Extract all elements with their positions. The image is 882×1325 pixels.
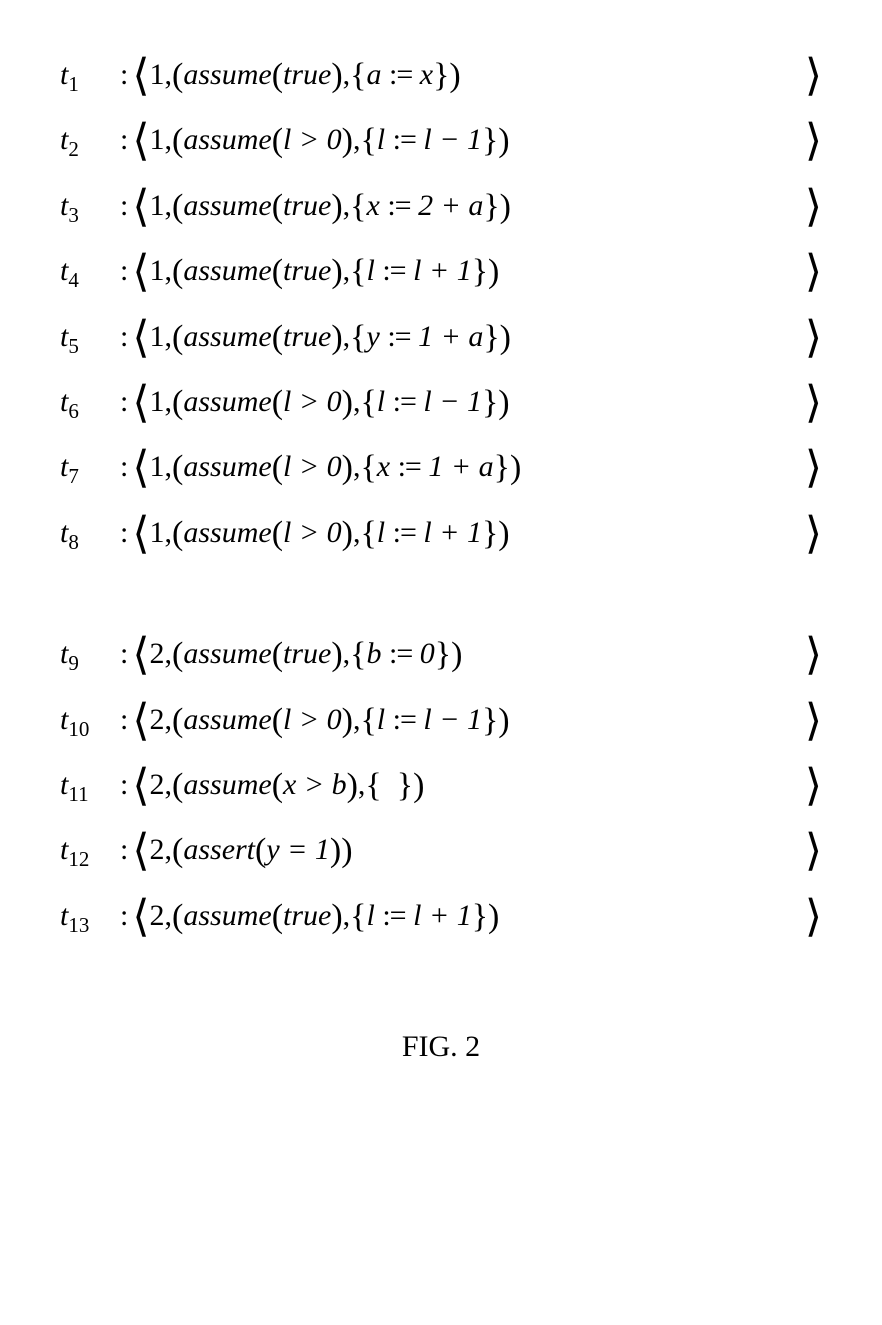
angle-left-icon: ⟨: [132, 58, 149, 93]
angle-left-icon: ⟨: [132, 450, 149, 485]
transition-label: t3: [60, 185, 118, 230]
transition-row: t7:⟨1,(assume(l > 0),{x := 1 + a})⟩: [60, 442, 822, 491]
transition-row: t9:⟨2,(assume(true),{b := 0})⟩: [60, 629, 822, 678]
angle-right-icon: ⟩: [805, 58, 822, 93]
angle-right-icon: ⟩: [805, 899, 822, 934]
angle-right-icon: ⟩: [805, 320, 822, 355]
transition-label: t11: [60, 764, 118, 809]
angle-left-icon: ⟨: [132, 123, 149, 158]
transition-label: t5: [60, 316, 118, 361]
transition-row: t8:⟨1,(assume(l > 0),{l := l + 1})⟩: [60, 508, 822, 557]
angle-left-icon: ⟨: [132, 899, 149, 934]
angle-right-icon: ⟩: [805, 189, 822, 224]
angle-right-icon: ⟩: [805, 450, 822, 485]
angle-right-icon: ⟩: [805, 703, 822, 738]
transition-label: t12: [60, 829, 118, 874]
angle-right-icon: ⟩: [805, 637, 822, 672]
transition-label: t1: [60, 54, 118, 99]
transition-row: t13:⟨2,(assume(true),{l := l + 1})⟩: [60, 891, 822, 940]
transition-label: t13: [60, 895, 118, 940]
transition-label: t4: [60, 250, 118, 295]
angle-left-icon: ⟨: [132, 254, 149, 289]
transition-label: t9: [60, 633, 118, 678]
transition-row: t4:⟨1,(assume(true),{l := l + 1})⟩: [60, 246, 822, 295]
transition-label: t7: [60, 446, 118, 491]
angle-left-icon: ⟨: [132, 833, 149, 868]
transition-row: t12:⟨2,(assert(y = 1))⟩: [60, 825, 822, 874]
angle-right-icon: ⟩: [805, 768, 822, 803]
angle-left-icon: ⟨: [132, 385, 149, 420]
transition-label: t8: [60, 512, 118, 557]
angle-left-icon: ⟨: [132, 768, 149, 803]
angle-left-icon: ⟨: [132, 516, 149, 551]
group-separator: [60, 573, 822, 613]
transition-label: t2: [60, 119, 118, 164]
angle-left-icon: ⟨: [132, 703, 149, 738]
transition-row: t6:⟨1,(assume(l > 0),{l := l − 1})⟩: [60, 377, 822, 426]
transition-row: t5:⟨1,(assume(true),{y := 1 + a})⟩: [60, 312, 822, 361]
transition-row: t10:⟨2,(assume(l > 0),{l := l − 1})⟩: [60, 695, 822, 744]
transition-label: t10: [60, 699, 118, 744]
angle-left-icon: ⟨: [132, 320, 149, 355]
transitions-list: t1:⟨1,(assume(true),{a := x})⟩ t2:⟨1,(ass…: [60, 50, 822, 940]
transition-row: t2:⟨1,(assume(l > 0),{l := l − 1})⟩: [60, 115, 822, 164]
angle-right-icon: ⟩: [805, 254, 822, 289]
angle-left-icon: ⟨: [132, 189, 149, 224]
transition-row: t1:⟨1,(assume(true),{a := x})⟩: [60, 50, 822, 99]
figure-caption: FIG. 2: [60, 1030, 822, 1064]
angle-left-icon: ⟨: [132, 637, 149, 672]
angle-right-icon: ⟩: [805, 123, 822, 158]
angle-right-icon: ⟩: [805, 833, 822, 868]
transition-row: t11:⟨2,(assume(x > b),{ })⟩: [60, 760, 822, 809]
transition-label: t6: [60, 381, 118, 426]
angle-right-icon: ⟩: [805, 516, 822, 551]
transition-row: t3:⟨1,(assume(true),{x := 2 + a})⟩: [60, 181, 822, 230]
angle-right-icon: ⟩: [805, 385, 822, 420]
